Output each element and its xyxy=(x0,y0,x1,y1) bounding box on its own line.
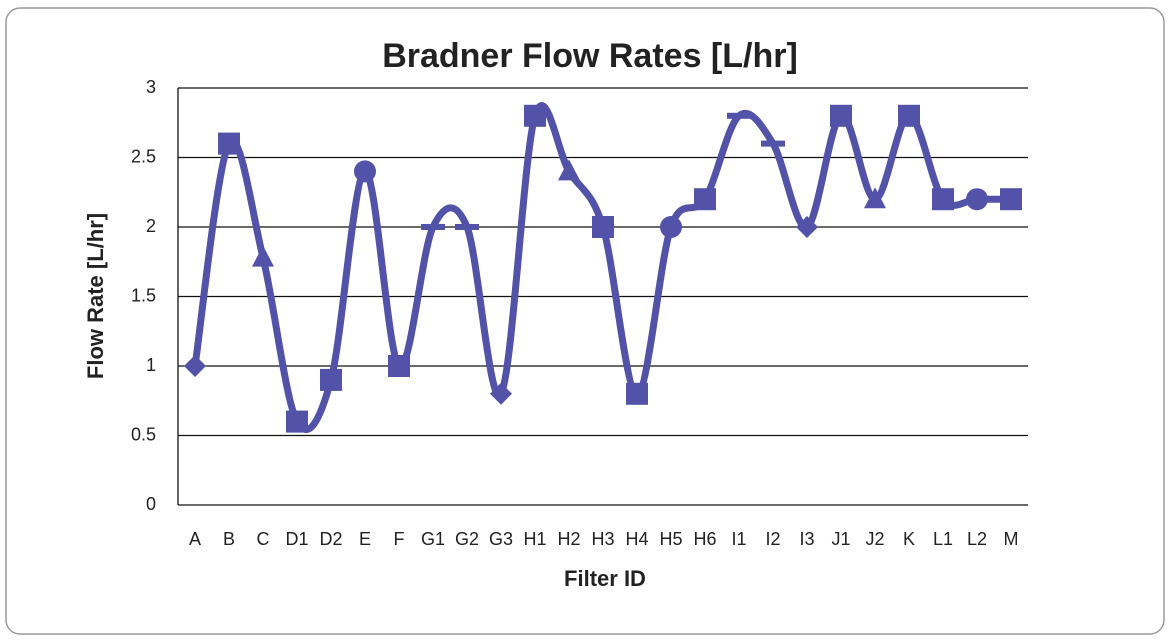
y-tick-label: 1.5 xyxy=(131,285,156,305)
x-tick-label: L2 xyxy=(967,529,987,549)
marker xyxy=(660,216,682,238)
x-tick-label: H3 xyxy=(591,529,614,549)
x-tick-label: M xyxy=(1004,529,1019,549)
x-tick-label: I3 xyxy=(799,529,814,549)
y-tick-label: 0.5 xyxy=(131,424,156,444)
marker xyxy=(524,104,546,127)
marker xyxy=(592,216,614,238)
x-tick-label: D2 xyxy=(319,529,342,549)
marker xyxy=(354,160,376,183)
marker xyxy=(218,132,240,155)
marker xyxy=(252,245,274,267)
x-tick-label: H2 xyxy=(557,529,580,549)
marker xyxy=(490,382,512,405)
x-tick-label: C xyxy=(257,529,270,549)
y-tick-label: 2 xyxy=(146,216,156,236)
x-tick-label: G3 xyxy=(489,529,513,549)
y-tick-label: 3 xyxy=(146,77,156,97)
marker xyxy=(320,368,342,391)
marker xyxy=(694,188,716,211)
marker xyxy=(388,355,410,377)
x-tick-label: G1 xyxy=(421,529,445,549)
marker xyxy=(966,188,988,211)
y-axis-title: Flow Rate [L/hr] xyxy=(83,213,108,379)
x-tick-label: H5 xyxy=(659,529,682,549)
x-tick-label: H1 xyxy=(523,529,546,549)
x-tick-label: K xyxy=(903,529,915,549)
x-axis-title: Filter ID xyxy=(564,566,646,591)
marker xyxy=(796,216,818,238)
x-tick-label: E xyxy=(359,529,371,549)
y-tick-label: 2.5 xyxy=(131,146,156,166)
marker xyxy=(864,187,886,209)
y-tick-label: 0 xyxy=(146,494,156,514)
marker xyxy=(421,224,445,230)
x-tick-label: G2 xyxy=(455,529,479,549)
x-tick-label: I2 xyxy=(765,529,780,549)
marker xyxy=(727,112,751,119)
x-tick-label: H4 xyxy=(625,529,648,549)
marker xyxy=(286,410,308,433)
marker xyxy=(1000,188,1022,211)
x-tick-label: L1 xyxy=(933,529,953,549)
chart-title: Bradner Flow Rates [L/hr] xyxy=(382,37,798,75)
marker xyxy=(830,104,852,127)
marker xyxy=(898,104,920,127)
x-tick-label: J2 xyxy=(865,529,884,549)
x-tick-label: D1 xyxy=(285,529,308,549)
marker xyxy=(761,140,785,147)
x-tick-label: A xyxy=(189,529,201,549)
x-tick-label: J1 xyxy=(831,529,850,549)
marker xyxy=(932,188,954,211)
marker xyxy=(184,355,206,377)
y-tick-label: 1 xyxy=(146,355,156,375)
x-tick-label: I1 xyxy=(731,529,746,549)
x-tick-label: B xyxy=(223,529,235,549)
x-tick-label: H6 xyxy=(693,529,716,549)
marker xyxy=(558,159,580,181)
marker xyxy=(626,382,648,405)
chart-frame xyxy=(5,7,1165,635)
x-tick-label: F xyxy=(394,529,405,549)
marker xyxy=(455,224,479,230)
